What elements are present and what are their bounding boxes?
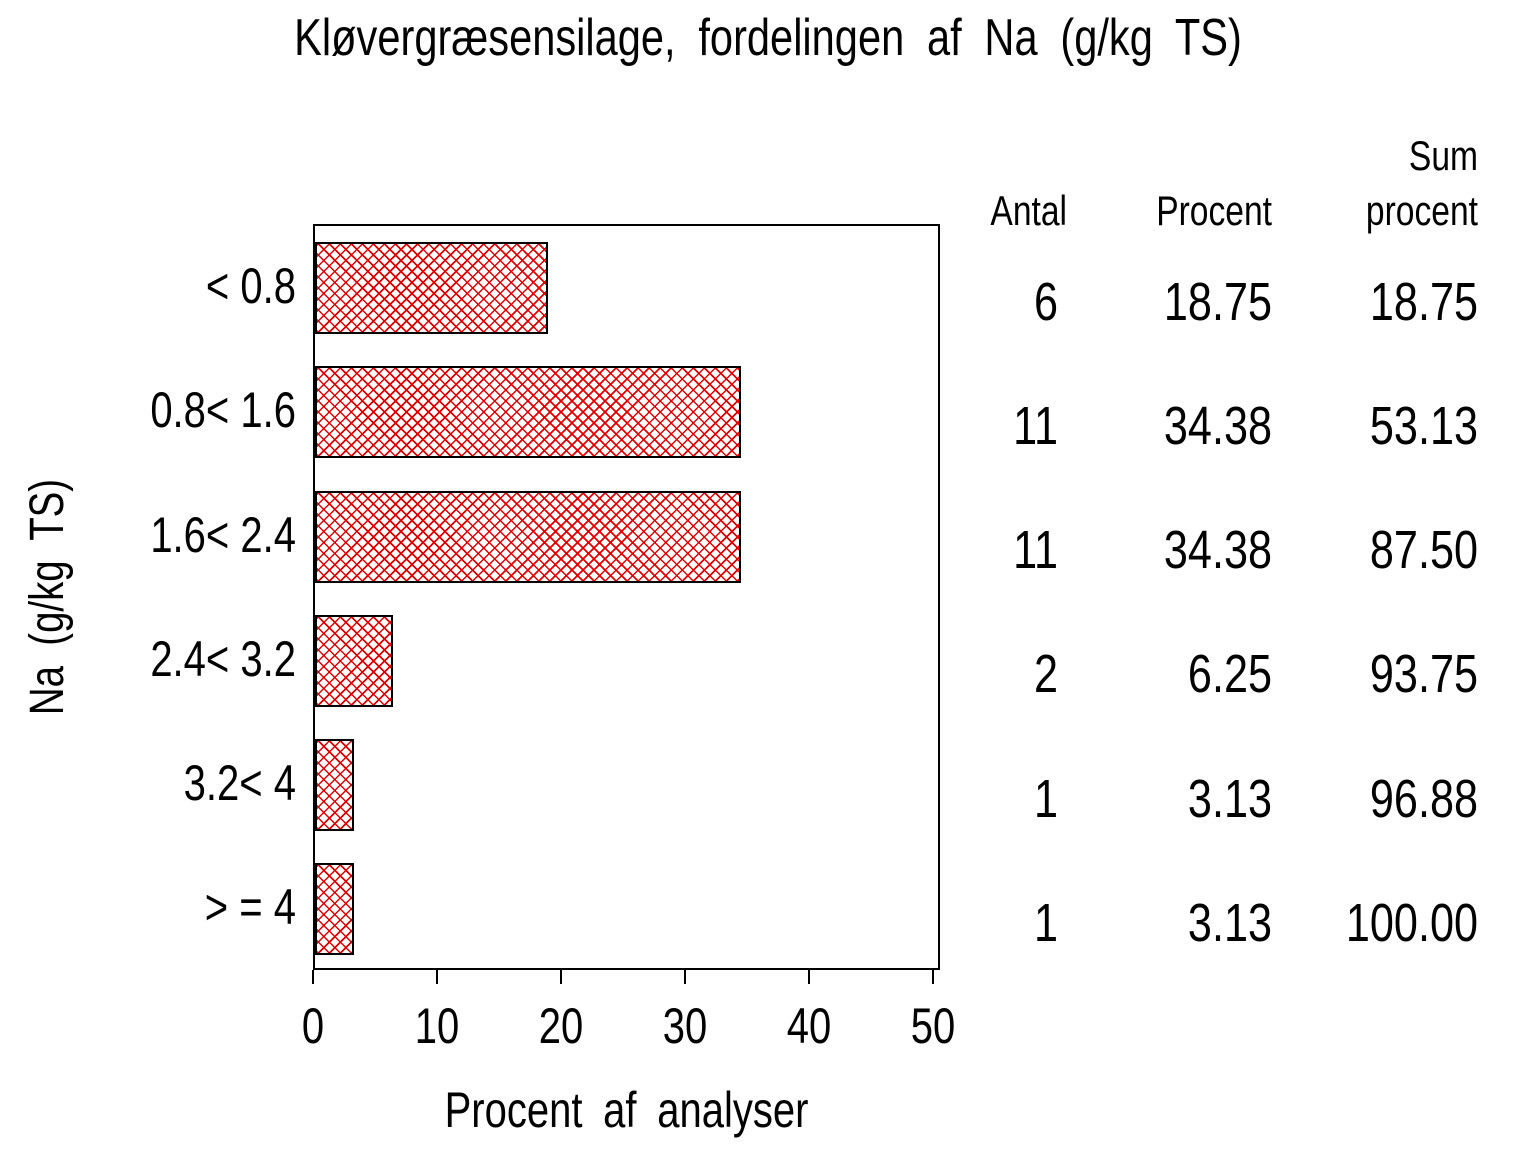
table-cell-antal: 11 bbox=[1013, 520, 1058, 580]
table-cell-sum-procent: 18.75 bbox=[1369, 272, 1478, 332]
table-cell-sum-procent: 53.13 bbox=[1369, 396, 1478, 456]
x-axis-title: Procent af analyser bbox=[444, 1082, 809, 1138]
table-cell-procent: 6.25 bbox=[1187, 644, 1272, 704]
y-tick-label: 0.8< 1.6 bbox=[150, 382, 296, 438]
table-cell-sum-procent: 93.75 bbox=[1369, 644, 1478, 704]
table-cell-antal: 1 bbox=[1033, 893, 1058, 953]
table-cell-sum-procent: 100.00 bbox=[1345, 893, 1478, 953]
table-cell-procent: 18.75 bbox=[1163, 272, 1272, 332]
x-tick-mark bbox=[684, 970, 686, 984]
x-tick-label: 30 bbox=[662, 998, 708, 1054]
bar-2.4-3.2 bbox=[315, 615, 393, 707]
bar-0.8-1.6 bbox=[315, 366, 741, 458]
table-header-procent: Procent bbox=[1156, 187, 1272, 234]
y-tick-label: > = 4 bbox=[204, 879, 296, 935]
table-cell-antal: 1 bbox=[1033, 769, 1058, 829]
bar-3.2-4 bbox=[315, 739, 354, 831]
table-cell-antal: 11 bbox=[1013, 396, 1058, 456]
y-tick-label: 2.4< 3.2 bbox=[150, 631, 296, 687]
table-header-antal: Antal bbox=[990, 187, 1067, 234]
x-tick-label: 0 bbox=[301, 998, 325, 1054]
bar-1.6-2.4 bbox=[315, 491, 741, 583]
table-cell-antal: 6 bbox=[1033, 272, 1058, 332]
bar-gte-4 bbox=[315, 863, 354, 955]
x-tick-mark bbox=[436, 970, 438, 984]
y-tick-label: 3.2< 4 bbox=[183, 755, 296, 811]
x-tick-label: 20 bbox=[538, 998, 584, 1054]
y-tick-label: 1.6< 2.4 bbox=[150, 507, 296, 563]
plot-area bbox=[313, 224, 940, 970]
x-tick-mark bbox=[560, 970, 562, 984]
x-tick-label: 50 bbox=[910, 998, 956, 1054]
x-tick-label: 10 bbox=[414, 998, 460, 1054]
x-tick-mark bbox=[312, 970, 314, 984]
table-cell-antal: 2 bbox=[1033, 644, 1058, 704]
table-header-sum-line2: procent bbox=[1365, 187, 1478, 234]
table-cell-sum-procent: 96.88 bbox=[1369, 769, 1478, 829]
table-cell-procent: 34.38 bbox=[1163, 396, 1272, 456]
x-tick-mark bbox=[932, 970, 934, 984]
table-cell-procent: 3.13 bbox=[1187, 893, 1272, 953]
table-cell-procent: 34.38 bbox=[1163, 520, 1272, 580]
table-header-sum-line1: Sum bbox=[1408, 132, 1478, 179]
chart-title: Kløvergræsensilage, fordelingen af Na (g… bbox=[294, 9, 1242, 67]
table-cell-procent: 3.13 bbox=[1187, 769, 1272, 829]
bar-lt-0.8 bbox=[315, 242, 548, 334]
x-tick-label: 40 bbox=[786, 998, 832, 1054]
x-tick-mark bbox=[808, 970, 810, 984]
y-tick-label: < 0.8 bbox=[205, 258, 296, 314]
table-cell-sum-procent: 87.50 bbox=[1369, 520, 1478, 580]
